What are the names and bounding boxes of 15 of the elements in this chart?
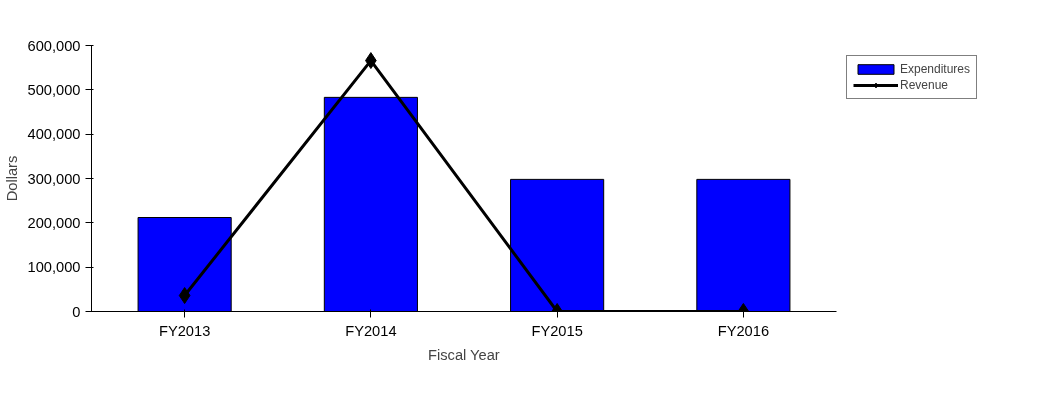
x-axis-title: Fiscal Year — [428, 346, 500, 363]
y-tick-label: 200,000 — [27, 214, 81, 231]
y-tick-label: 300,000 — [27, 170, 81, 187]
x-tick-label: FY2014 — [345, 322, 397, 339]
y-tick-label: 600,000 — [27, 37, 81, 54]
y-tick-label: 100,000 — [27, 259, 81, 276]
x-tick-label: FY2015 — [531, 322, 583, 339]
y-axis-title: Dollars — [3, 155, 20, 202]
legend-label: Revenue — [900, 78, 949, 92]
y-tick-label: 500,000 — [27, 81, 81, 98]
legend-label: Expenditures — [900, 62, 971, 76]
y-tick-label: 400,000 — [27, 126, 81, 143]
x-tick-label: FY2016 — [717, 322, 770, 339]
x-tick-label: FY2013 — [158, 322, 211, 339]
y-tick-label: 0 — [72, 303, 81, 320]
